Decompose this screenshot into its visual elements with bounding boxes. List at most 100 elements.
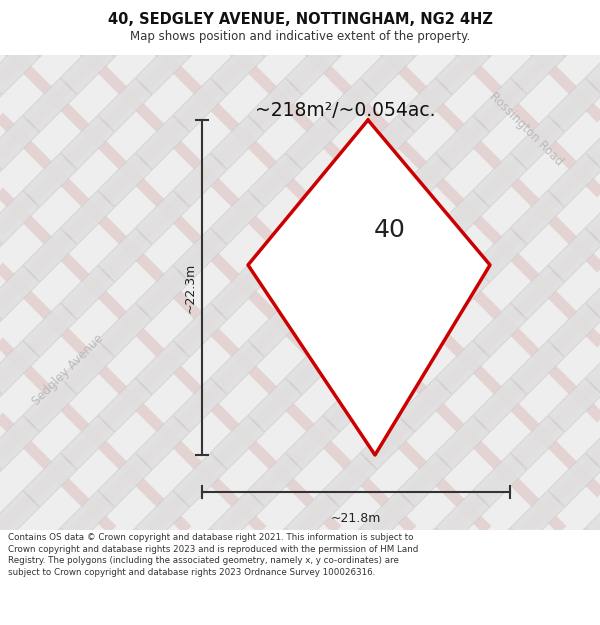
Polygon shape bbox=[61, 416, 115, 469]
Text: Contains OS data © Crown copyright and database right 2021. This information is : Contains OS data © Crown copyright and d… bbox=[8, 533, 418, 578]
Polygon shape bbox=[586, 116, 600, 169]
Polygon shape bbox=[0, 228, 2, 282]
Polygon shape bbox=[248, 228, 302, 282]
Polygon shape bbox=[211, 341, 265, 394]
Polygon shape bbox=[23, 453, 77, 507]
Polygon shape bbox=[61, 191, 115, 244]
Polygon shape bbox=[398, 603, 452, 625]
Polygon shape bbox=[173, 453, 227, 507]
Polygon shape bbox=[23, 603, 77, 625]
Polygon shape bbox=[0, 341, 40, 394]
Polygon shape bbox=[98, 378, 152, 432]
Polygon shape bbox=[98, 228, 152, 282]
Polygon shape bbox=[436, 0, 490, 19]
Polygon shape bbox=[398, 303, 452, 357]
Polygon shape bbox=[286, 0, 340, 19]
Polygon shape bbox=[398, 153, 452, 207]
Polygon shape bbox=[136, 341, 190, 394]
Polygon shape bbox=[323, 453, 377, 507]
Polygon shape bbox=[473, 528, 527, 582]
Polygon shape bbox=[248, 120, 490, 455]
Polygon shape bbox=[323, 603, 377, 625]
Polygon shape bbox=[98, 153, 152, 207]
Polygon shape bbox=[211, 266, 265, 319]
Polygon shape bbox=[323, 78, 377, 132]
Polygon shape bbox=[0, 153, 2, 207]
Polygon shape bbox=[361, 0, 415, 19]
Polygon shape bbox=[248, 303, 302, 357]
Polygon shape bbox=[0, 566, 40, 619]
Polygon shape bbox=[211, 116, 265, 169]
Polygon shape bbox=[436, 416, 490, 469]
Polygon shape bbox=[511, 416, 565, 469]
Text: Map shows position and indicative extent of the property.: Map shows position and indicative extent… bbox=[130, 30, 470, 43]
Polygon shape bbox=[586, 416, 600, 469]
Polygon shape bbox=[286, 41, 340, 94]
Polygon shape bbox=[211, 491, 265, 544]
Polygon shape bbox=[173, 228, 227, 282]
Polygon shape bbox=[0, 453, 2, 507]
Polygon shape bbox=[136, 116, 190, 169]
Polygon shape bbox=[173, 528, 227, 582]
Polygon shape bbox=[248, 3, 302, 57]
Polygon shape bbox=[23, 153, 77, 207]
Polygon shape bbox=[398, 3, 452, 57]
Polygon shape bbox=[511, 566, 565, 619]
Polygon shape bbox=[136, 41, 190, 94]
Polygon shape bbox=[586, 566, 600, 619]
Polygon shape bbox=[586, 266, 600, 319]
Polygon shape bbox=[0, 41, 40, 94]
Polygon shape bbox=[473, 3, 527, 57]
Polygon shape bbox=[323, 3, 377, 57]
Polygon shape bbox=[23, 228, 77, 282]
Text: 40: 40 bbox=[374, 218, 406, 242]
Text: Sedgley Avenue: Sedgley Avenue bbox=[30, 332, 106, 408]
Polygon shape bbox=[23, 303, 77, 357]
Polygon shape bbox=[436, 341, 490, 394]
Polygon shape bbox=[98, 3, 152, 57]
Polygon shape bbox=[61, 41, 115, 94]
Polygon shape bbox=[586, 41, 600, 94]
Polygon shape bbox=[248, 528, 302, 582]
Polygon shape bbox=[286, 566, 340, 619]
Polygon shape bbox=[473, 153, 527, 207]
Polygon shape bbox=[61, 341, 115, 394]
Polygon shape bbox=[136, 266, 190, 319]
Polygon shape bbox=[586, 0, 600, 19]
Polygon shape bbox=[548, 78, 600, 132]
Polygon shape bbox=[398, 378, 452, 432]
Polygon shape bbox=[286, 341, 340, 394]
Polygon shape bbox=[61, 266, 115, 319]
Polygon shape bbox=[98, 603, 152, 625]
Polygon shape bbox=[473, 453, 527, 507]
Polygon shape bbox=[511, 191, 565, 244]
Polygon shape bbox=[248, 153, 302, 207]
Polygon shape bbox=[361, 266, 415, 319]
Polygon shape bbox=[248, 378, 302, 432]
Polygon shape bbox=[0, 603, 2, 625]
Polygon shape bbox=[23, 78, 77, 132]
Polygon shape bbox=[136, 191, 190, 244]
Polygon shape bbox=[323, 303, 377, 357]
Polygon shape bbox=[361, 41, 415, 94]
Polygon shape bbox=[211, 191, 265, 244]
Text: 40, SEDGLEY AVENUE, NOTTINGHAM, NG2 4HZ: 40, SEDGLEY AVENUE, NOTTINGHAM, NG2 4HZ bbox=[107, 12, 493, 27]
Polygon shape bbox=[173, 3, 227, 57]
Polygon shape bbox=[436, 491, 490, 544]
Polygon shape bbox=[398, 228, 452, 282]
Polygon shape bbox=[286, 491, 340, 544]
Polygon shape bbox=[23, 528, 77, 582]
Polygon shape bbox=[511, 116, 565, 169]
Polygon shape bbox=[361, 416, 415, 469]
Polygon shape bbox=[436, 41, 490, 94]
Polygon shape bbox=[548, 528, 600, 582]
Polygon shape bbox=[398, 453, 452, 507]
Polygon shape bbox=[436, 191, 490, 244]
Polygon shape bbox=[511, 491, 565, 544]
Polygon shape bbox=[0, 266, 40, 319]
Polygon shape bbox=[0, 78, 2, 132]
Polygon shape bbox=[436, 116, 490, 169]
Polygon shape bbox=[323, 378, 377, 432]
Polygon shape bbox=[61, 566, 115, 619]
Polygon shape bbox=[211, 41, 265, 94]
